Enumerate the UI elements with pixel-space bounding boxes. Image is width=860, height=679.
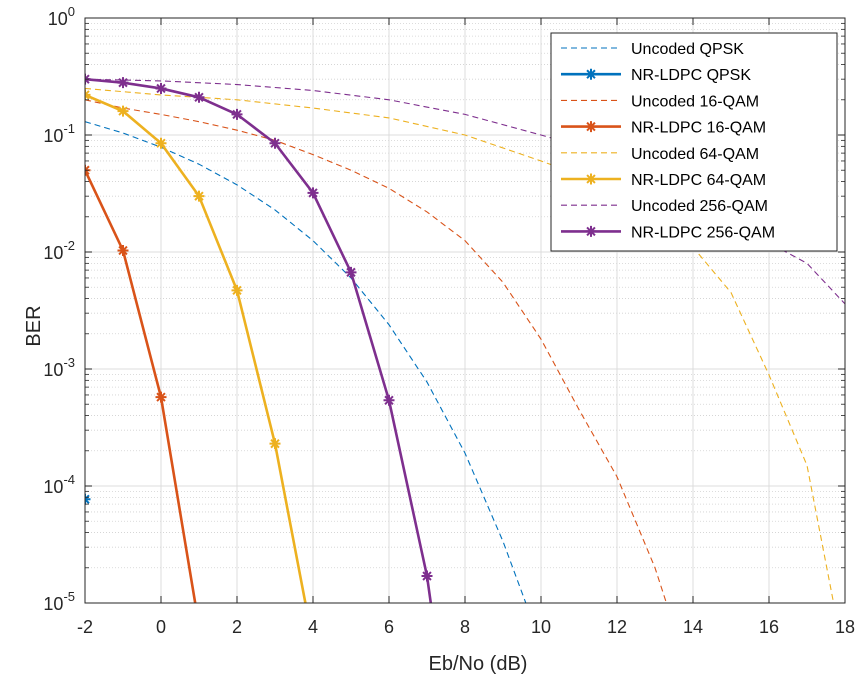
marker-nr-ldpc-256-qam bbox=[193, 91, 205, 103]
marker-nr-ldpc-256-qam bbox=[345, 266, 357, 278]
y-tick-label: 10-1 bbox=[43, 121, 75, 146]
legend-item-uncoded-16-qam: Uncoded 16-QAM bbox=[561, 93, 759, 110]
y-axis-label: BER bbox=[23, 305, 45, 346]
marker-nr-ldpc-16-qam-glyph bbox=[117, 244, 129, 256]
y-tick-label: 10-3 bbox=[43, 355, 75, 380]
legend-marker bbox=[585, 225, 597, 237]
marker-nr-ldpc-256-qam-glyph bbox=[421, 570, 433, 582]
marker-nr-ldpc-256-qam bbox=[155, 82, 167, 94]
legend: Uncoded QPSK NR-LDPC QPSK Uncoded 16-QAM NR… bbox=[550, 32, 838, 252]
x-tick-label: 18 bbox=[835, 617, 855, 637]
legend-label: Uncoded 256-QAM bbox=[631, 198, 768, 215]
marker-nr-ldpc-256-qam bbox=[383, 394, 395, 406]
legend-item-uncoded-256-qam: Uncoded 256-QAM bbox=[561, 198, 768, 215]
x-tick-label: 8 bbox=[460, 617, 470, 637]
series-nr-ldpc-256-qam bbox=[85, 73, 433, 603]
marker-nr-ldpc-256-qam-glyph bbox=[155, 82, 167, 94]
marker-nr-ldpc-64-qam-glyph bbox=[117, 105, 129, 117]
marker-nr-ldpc-256-qam-glyph bbox=[269, 137, 281, 149]
marker-nr-ldpc-64-qam-glyph bbox=[269, 438, 281, 450]
legend-label: NR-LDPC QPSK bbox=[631, 67, 751, 84]
legend-marker-glyph bbox=[585, 173, 597, 185]
x-tick-label: 14 bbox=[683, 617, 703, 637]
y-tick-label: 10-4 bbox=[43, 472, 75, 497]
marker-nr-ldpc-256-qam-glyph bbox=[383, 394, 395, 406]
legend-marker bbox=[585, 68, 597, 80]
x-tick-label: 16 bbox=[759, 617, 779, 637]
legend-item-nr-ldpc-16-qam: NR-LDPC 16-QAM bbox=[561, 120, 766, 137]
marker-nr-ldpc-16-qam-glyph bbox=[155, 391, 167, 403]
series-uncoded-16-qam bbox=[85, 99, 667, 603]
x-tick-label: 4 bbox=[308, 617, 318, 637]
marker-nr-ldpc-64-qam bbox=[269, 438, 281, 450]
marker-nr-ldpc-64-qam-glyph bbox=[193, 190, 205, 202]
marker-nr-ldpc-256-qam bbox=[421, 570, 433, 582]
x-tick-label: 6 bbox=[384, 617, 394, 637]
legend-marker-glyph bbox=[585, 121, 597, 133]
line-nr-ldpc-16-qam bbox=[85, 169, 197, 603]
legend-item-uncoded-64-qam: Uncoded 64-QAM bbox=[561, 146, 759, 163]
legend-box bbox=[550, 32, 838, 252]
marker-nr-ldpc-64-qam bbox=[117, 105, 129, 117]
legend-item-nr-ldpc-256-qam: NR-LDPC 256-QAM bbox=[561, 224, 775, 241]
legend-marker bbox=[585, 173, 597, 185]
marker-nr-ldpc-256-qam bbox=[269, 137, 281, 149]
legend-item-uncoded-qpsk: Uncoded QPSK bbox=[561, 41, 744, 58]
legend-marker-glyph bbox=[585, 68, 597, 80]
marker-nr-ldpc-64-qam-glyph bbox=[155, 137, 167, 149]
legend-label: Uncoded QPSK bbox=[631, 41, 744, 58]
x-tick-label: -2 bbox=[77, 617, 93, 637]
series-nr-ldpc-64-qam bbox=[85, 89, 307, 603]
legend-marker bbox=[585, 121, 597, 133]
legend-label: NR-LDPC 64-QAM bbox=[631, 172, 766, 189]
marker-nr-ldpc-256-qam bbox=[231, 108, 243, 120]
marker-nr-ldpc-16-qam bbox=[117, 244, 129, 256]
x-tick-label: 0 bbox=[156, 617, 166, 637]
marker-nr-ldpc-64-qam bbox=[155, 137, 167, 149]
line-uncoded-16-qam bbox=[85, 99, 667, 603]
x-axis-label: Eb/No (dB) bbox=[429, 653, 528, 675]
legend-marker-glyph bbox=[585, 225, 597, 237]
marker-nr-ldpc-256-qam bbox=[307, 187, 319, 199]
marker-nr-ldpc-64-qam bbox=[193, 190, 205, 202]
x-tick-label: 2 bbox=[232, 617, 242, 637]
axes: -2 0 2 4 6 8 10 12 14 16 18 100 10-1 10-2 10-3 10-4 10-5 bbox=[43, 4, 855, 637]
marker-nr-ldpc-64-qam-glyph bbox=[231, 284, 243, 296]
legend-item-nr-ldpc-qpsk: NR-LDPC QPSK bbox=[561, 67, 751, 84]
x-tick-label: 12 bbox=[607, 617, 627, 637]
legend-label: NR-LDPC 256-QAM bbox=[631, 224, 775, 241]
marker-nr-ldpc-256-qam bbox=[117, 77, 129, 89]
marker-nr-ldpc-256-qam-glyph bbox=[231, 108, 243, 120]
marker-nr-ldpc-256-qam-glyph bbox=[345, 266, 357, 278]
marker-nr-ldpc-64-qam bbox=[231, 284, 243, 296]
legend-label: Uncoded 64-QAM bbox=[631, 146, 759, 163]
marker-nr-ldpc-256-qam-glyph bbox=[307, 187, 319, 199]
y-tick-label: 100 bbox=[48, 4, 75, 29]
legend-label: NR-LDPC 16-QAM bbox=[631, 120, 766, 137]
x-tick-label: 10 bbox=[531, 617, 551, 637]
marker-nr-ldpc-256-qam-glyph bbox=[117, 77, 129, 89]
legend-label: Uncoded 16-QAM bbox=[631, 93, 759, 110]
y-tick-label: 10-5 bbox=[43, 589, 75, 614]
marker-nr-ldpc-16-qam bbox=[155, 391, 167, 403]
legend-item-nr-ldpc-64-qam: NR-LDPC 64-QAM bbox=[561, 172, 766, 189]
series-nr-ldpc-16-qam bbox=[85, 164, 197, 603]
marker-nr-ldpc-256-qam-glyph bbox=[193, 91, 205, 103]
y-tick-label: 10-2 bbox=[43, 238, 75, 263]
